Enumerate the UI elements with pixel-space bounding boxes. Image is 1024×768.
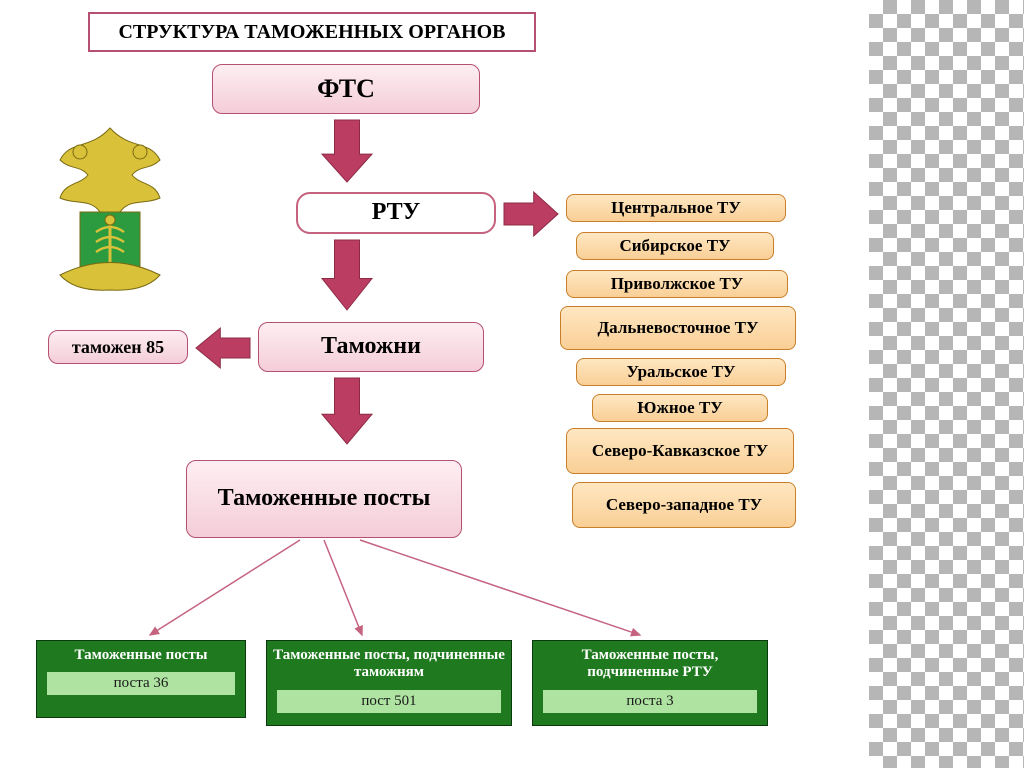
green-card-sub: поста 3 [543, 690, 757, 713]
checker-background [869, 0, 1024, 768]
arrow-a1 [322, 120, 372, 182]
green-card-sub: пост 501 [277, 690, 501, 713]
tu-item-7: Северо-западное ТУ [572, 482, 796, 528]
green-card-0: Таможенные посты поста 36 [36, 640, 246, 718]
tu-item-6: Северо-Кавказское ТУ [566, 428, 794, 474]
node-cust: Таможни [258, 322, 484, 372]
node-rtu: РТУ [296, 192, 496, 234]
arrow-a4 [504, 192, 558, 236]
green-card-title: Таможенные посты, подчиненные РТУ [533, 641, 767, 686]
green-card-sub: поста 36 [47, 672, 235, 695]
green-card-title: Таможенные посты [37, 641, 245, 668]
tu-item-4: Уральское ТУ [576, 358, 786, 386]
node-count85: таможен 85 [48, 330, 188, 364]
tu-item-1: Сибирское ТУ [576, 232, 774, 260]
arrow-a5 [196, 328, 250, 368]
emblem-icon [30, 120, 190, 295]
tu-item-5: Южное ТУ [592, 394, 768, 422]
node-posts: Таможенные посты [186, 460, 462, 538]
green-card-2: Таможенные посты, подчиненные РТУ поста 3 [532, 640, 768, 726]
green-card-title: Таможенные посты, подчиненные таможням [267, 641, 511, 686]
tu-item-0: Центральное ТУ [566, 194, 786, 222]
diagram-title: СТРУКТУРА ТАМОЖЕННЫХ ОРГАНОВ [88, 12, 536, 52]
green-card-1: Таможенные посты, подчиненные таможням по… [266, 640, 512, 726]
tu-item-3: Дальневосточное ТУ [560, 306, 796, 350]
arrow-a2 [322, 240, 372, 310]
arrow-a3 [322, 378, 372, 444]
title-text: СТРУКТУРА ТАМОЖЕННЫХ ОРГАНОВ [118, 21, 505, 44]
thin-arrow-0 [150, 540, 300, 635]
thin-arrow-2 [360, 540, 640, 635]
tu-item-2: Приволжское ТУ [566, 270, 788, 298]
node-fts: ФТС [212, 64, 480, 114]
thin-arrow-1 [324, 540, 362, 635]
